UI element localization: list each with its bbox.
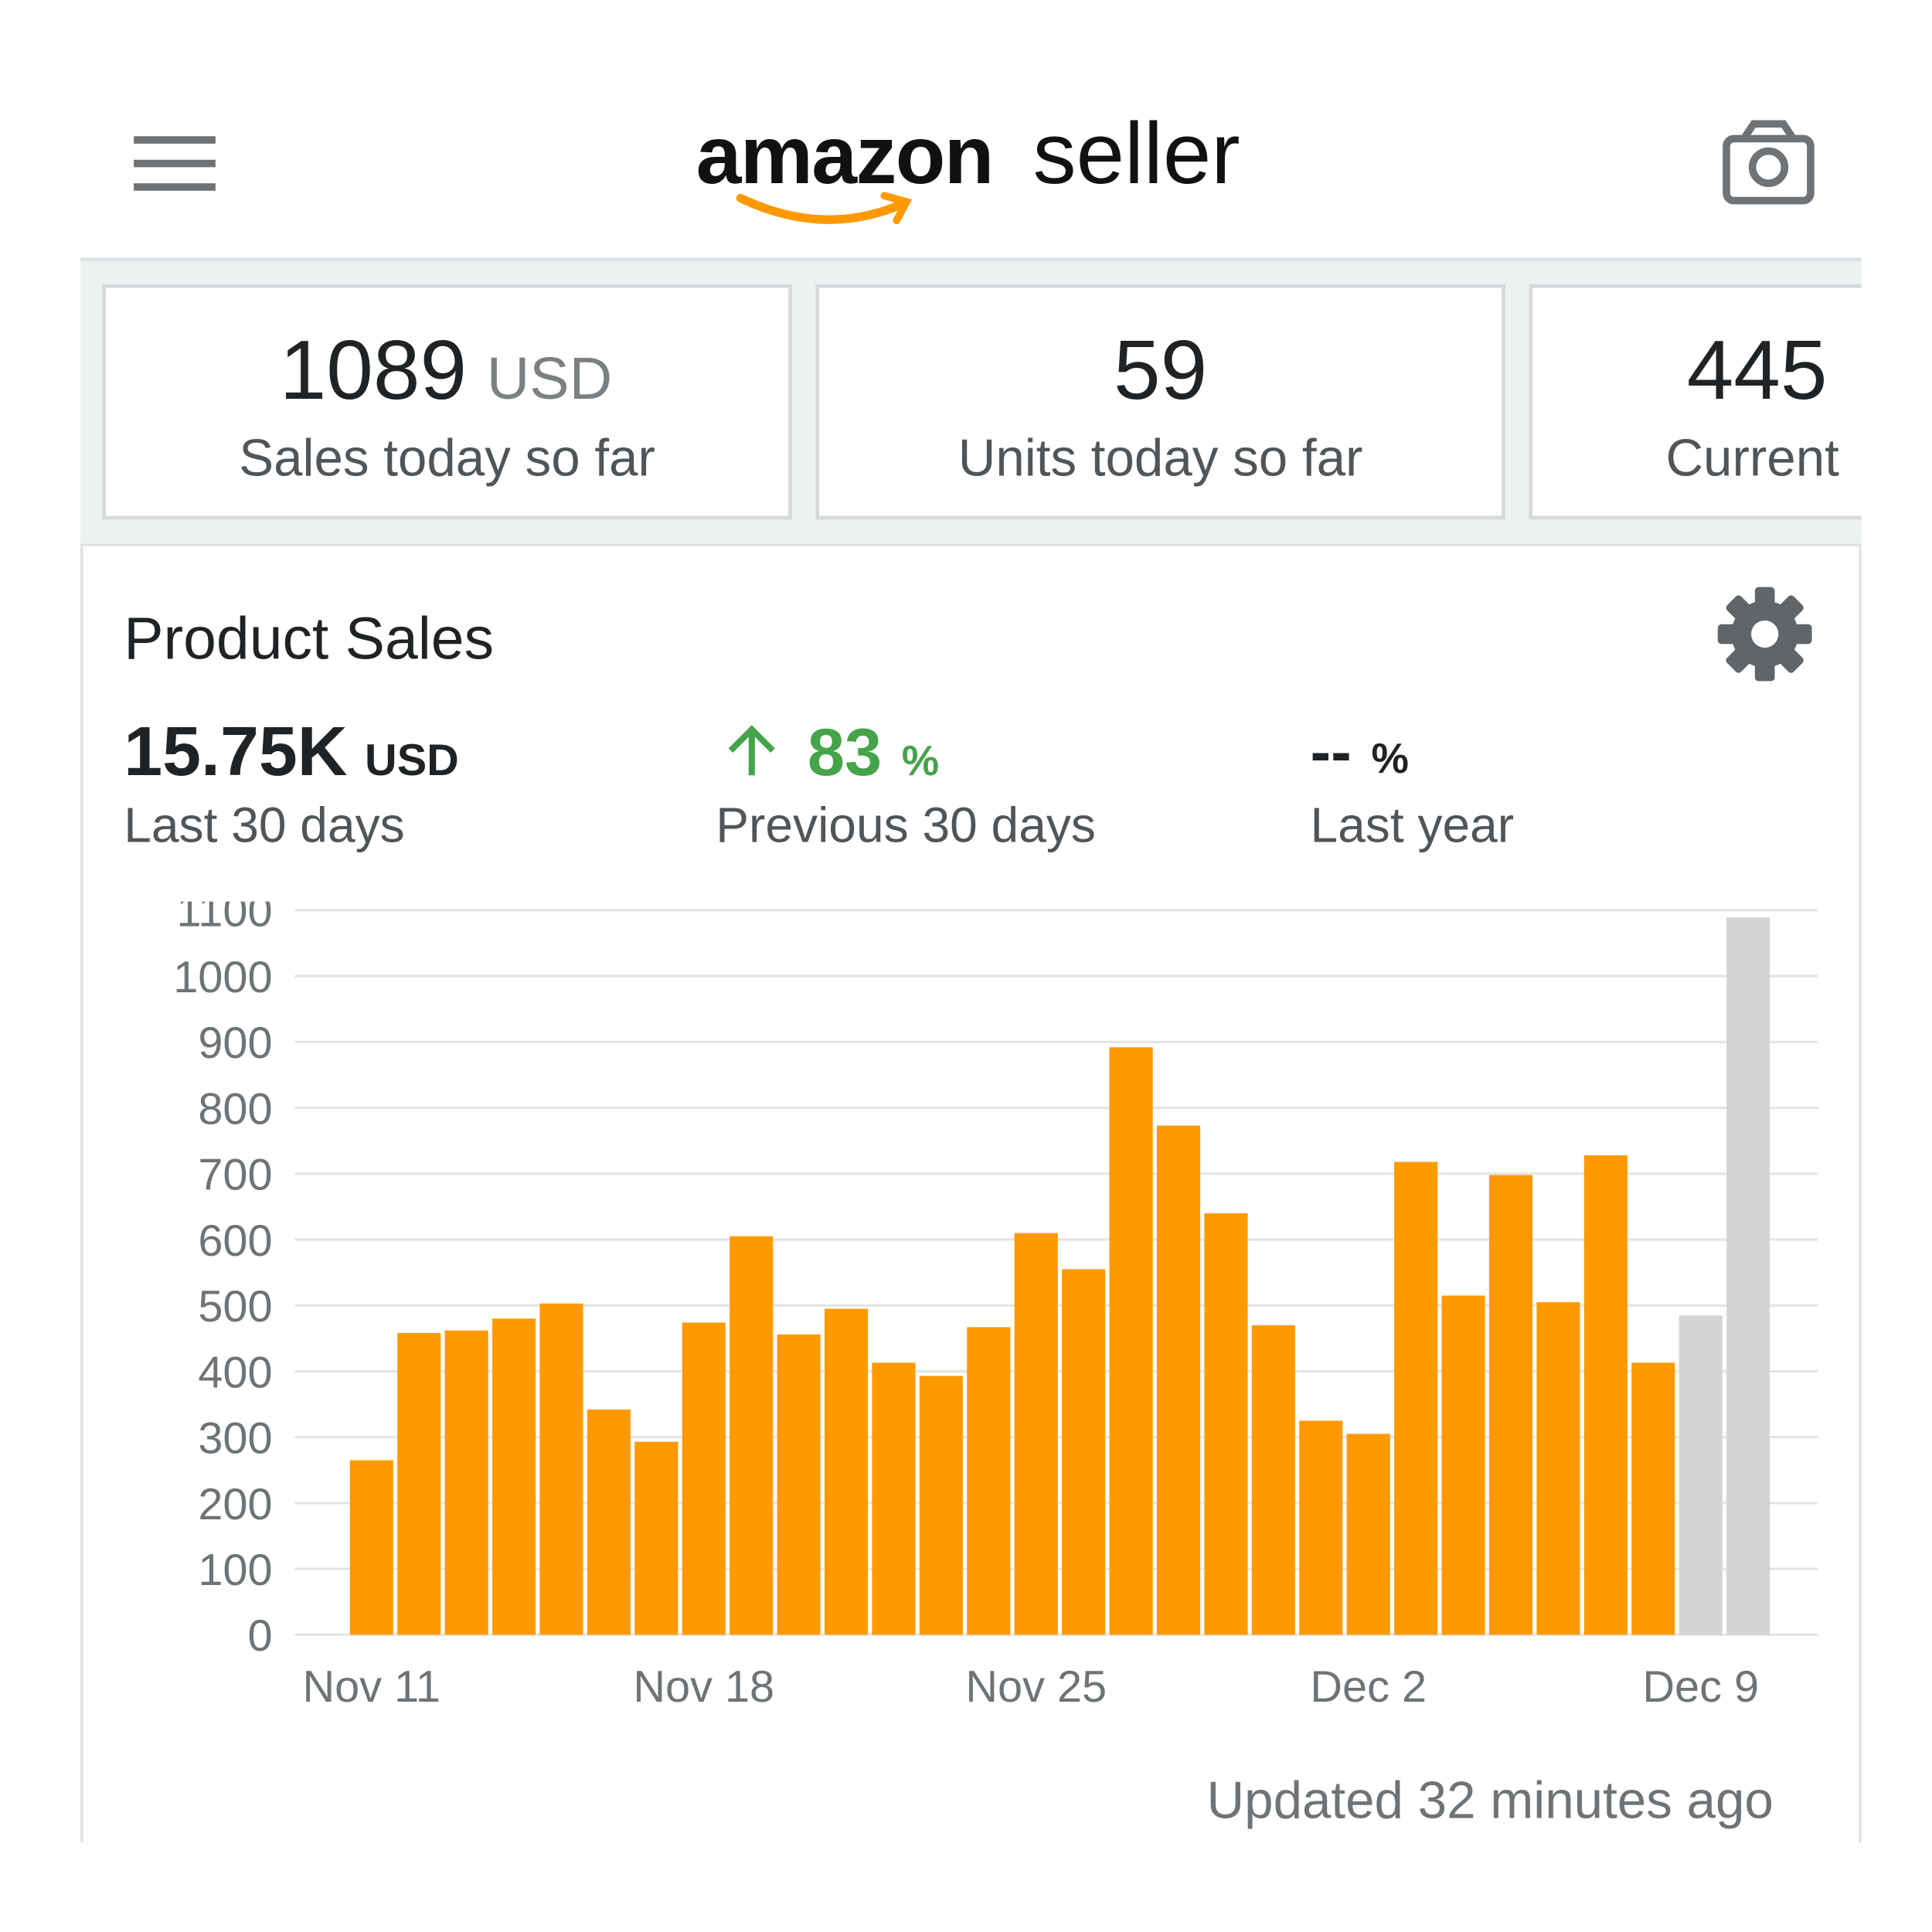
bar: [1299, 1420, 1343, 1635]
bar: [682, 1322, 726, 1635]
y-tick-label: 700: [198, 1151, 272, 1200]
card-value-line: 1089 USD: [280, 323, 612, 417]
y-tick-label: 200: [198, 1480, 272, 1529]
card-label: Sales today so far: [239, 429, 655, 487]
bar: [919, 1376, 963, 1635]
change-value: 83: [808, 716, 882, 790]
bar-chart: 0 100 200 300 400 500 600 700 800 900 1000 1100: [173, 887, 1818, 1661]
bar: [397, 1333, 441, 1635]
bar: [444, 1330, 488, 1635]
bar: [349, 1460, 393, 1635]
bar: [1251, 1325, 1295, 1635]
settings-button[interactable]: [1717, 587, 1812, 682]
menu-bar: [134, 159, 216, 168]
card-label: Current: [1665, 429, 1839, 487]
bar: [1394, 1162, 1438, 1635]
x-tick-label: Nov 25: [965, 1662, 1107, 1712]
bar: [587, 1409, 631, 1635]
card-box: [102, 284, 792, 520]
last-year-label: Last year: [1311, 798, 1515, 853]
y-tick-label: 500: [198, 1282, 272, 1332]
y-tick-label: 300: [198, 1414, 272, 1464]
x-tick-label: Dec 9: [1642, 1662, 1759, 1712]
bar: [1156, 1125, 1201, 1635]
bar: [1536, 1301, 1580, 1635]
card-value: 445: [1687, 323, 1828, 417]
bar: [872, 1362, 916, 1635]
card-value: 1089: [280, 323, 467, 417]
bar: [1488, 1175, 1533, 1635]
summary-last-year: --%: [1311, 716, 1409, 786]
panel-title: Product Sales: [124, 606, 494, 672]
y-tick-label: 100: [198, 1546, 272, 1595]
total-value: 15.75K: [124, 713, 347, 791]
band-border: [80, 257, 1862, 262]
bar: [1062, 1269, 1106, 1635]
summary-total: 15.75K USD: [124, 713, 459, 791]
gear-hole: [1751, 620, 1779, 648]
metric-card[interactable]: 1089 USD Sales today so far: [102, 284, 792, 520]
bar: [1109, 1047, 1153, 1635]
card-box: [815, 284, 1505, 520]
bar: [967, 1327, 1011, 1635]
metric-card[interactable]: 445 Current: [1529, 284, 1932, 520]
camera-top: [1740, 120, 1797, 141]
bar: [1631, 1362, 1675, 1635]
camera-body: [1723, 134, 1815, 205]
x-tick-label: Dec 2: [1310, 1662, 1427, 1712]
card-label: Units today so far: [958, 429, 1363, 487]
bar: [824, 1308, 869, 1635]
bar: [1679, 1315, 1723, 1635]
x-tick-label: Nov 18: [633, 1662, 774, 1712]
y-tick-label: 600: [198, 1216, 272, 1266]
change-unit: %: [902, 737, 939, 784]
change-label: Previous 30 days: [716, 798, 1096, 853]
logo-smile: [736, 193, 906, 224]
bar: [1014, 1233, 1058, 1635]
menu-bar: [134, 183, 216, 191]
card-box: [1529, 284, 1862, 520]
bar: [634, 1441, 679, 1635]
panel-fade: [74, 1842, 1870, 1932]
bar: [777, 1334, 821, 1635]
total-unit: USD: [365, 736, 459, 785]
y-tick-label: 800: [198, 1084, 272, 1134]
y-tick-label: 900: [198, 1019, 272, 1068]
last-year-value: --: [1311, 716, 1352, 786]
updated-note: Updated 32 minutes ago: [1207, 1772, 1774, 1830]
y-tick-label: 400: [198, 1348, 272, 1397]
chart-panel: [80, 543, 1862, 1859]
up-arrow: [728, 725, 775, 776]
metric-card[interactable]: 59 Units today so far: [815, 284, 1505, 520]
card-unit: USD: [487, 345, 612, 412]
bar: [1726, 917, 1770, 1635]
total-label: Last 30 days: [124, 798, 404, 853]
x-tick-label: Nov 11: [303, 1662, 441, 1712]
bar: [492, 1318, 536, 1635]
y-tick-label: 0: [247, 1611, 272, 1661]
logo-brand: amazon: [696, 110, 993, 201]
menu-button[interactable]: [134, 136, 216, 191]
y-tick-label: 1000: [173, 953, 272, 1002]
card-value: 59: [1114, 323, 1207, 417]
bar: [1346, 1434, 1390, 1635]
bar: [1583, 1155, 1628, 1635]
camera-lens: [1748, 147, 1789, 187]
menu-bar: [134, 136, 216, 144]
bar: [539, 1303, 583, 1635]
bar: [1441, 1295, 1485, 1635]
bar: [730, 1236, 774, 1635]
last-year-unit: %: [1372, 735, 1409, 782]
summary-change: 83%: [808, 716, 939, 790]
logo-arrow: [880, 192, 913, 225]
bar: [1204, 1213, 1248, 1635]
camera-button[interactable]: [1723, 120, 1815, 205]
logo-product: seller: [1033, 104, 1240, 202]
y-tick-label: 1100: [177, 887, 273, 937]
